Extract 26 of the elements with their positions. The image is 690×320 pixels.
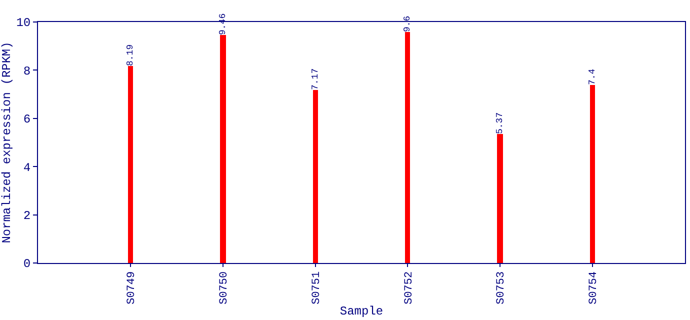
data-label: 5.37 [495, 112, 505, 134]
data-label: 8.19 [126, 44, 136, 66]
bar [220, 35, 226, 263]
y-tick-label: 10 [16, 16, 31, 30]
data-label: 9.46 [218, 13, 228, 35]
x-tick-label: S0751 [310, 271, 323, 304]
y-tick-label: 6 [23, 112, 31, 127]
y-tick-label: 4 [23, 160, 31, 175]
bar [128, 66, 133, 263]
bar [497, 134, 503, 263]
x-tick-label: S0753 [496, 271, 508, 304]
y-tick-label: 0 [23, 257, 31, 272]
x-tick-label: S0749 [126, 271, 138, 304]
bar [590, 85, 595, 263]
data-label: 7.4 [588, 68, 598, 85]
y-tick-label: 2 [23, 209, 31, 223]
y-axis-title: Normalized expression (RPKM) [0, 42, 14, 244]
data-label: 9.6 [402, 16, 412, 32]
data-label: 7.17 [310, 68, 320, 90]
bar [405, 32, 410, 263]
x-tick-label: S0752 [403, 271, 416, 304]
x-tick-label: S0750 [218, 271, 230, 304]
bar [313, 90, 318, 263]
y-tick-label: 8 [23, 64, 31, 78]
x-tick-label: S0754 [588, 271, 600, 304]
x-axis-title: Sample [340, 304, 384, 318]
